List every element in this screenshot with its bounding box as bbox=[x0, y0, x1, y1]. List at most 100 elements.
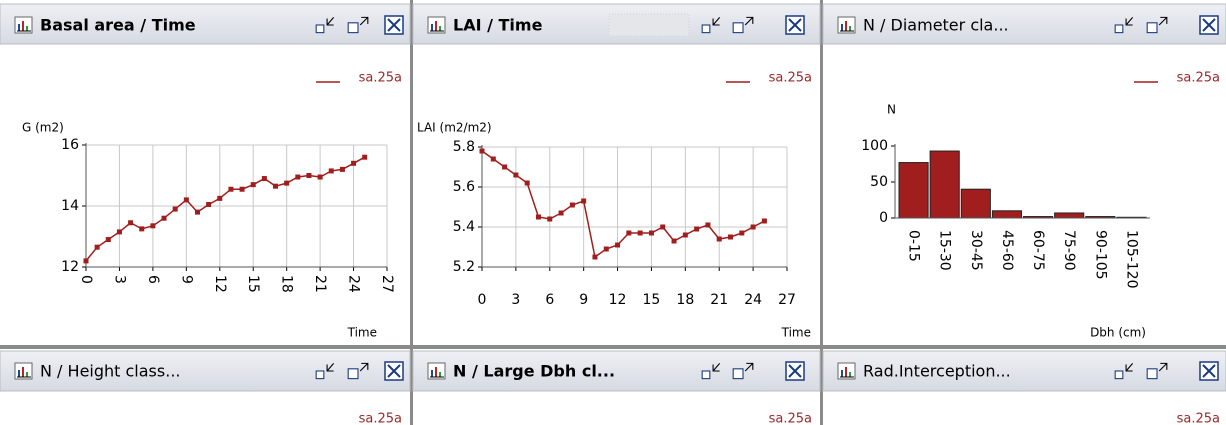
y-tick-label: 12 bbox=[61, 259, 79, 275]
data-point bbox=[116, 229, 122, 235]
panel-title: LAI / Time bbox=[453, 16, 543, 35]
close-button[interactable] bbox=[384, 15, 404, 35]
bar bbox=[929, 150, 960, 219]
x-tick-label: 27 bbox=[778, 292, 796, 308]
y-tick-label: 5.6 bbox=[453, 179, 475, 195]
chart-icon bbox=[837, 362, 856, 380]
y-tick-label: 16 bbox=[61, 137, 79, 153]
data-point bbox=[261, 176, 267, 182]
data-point bbox=[172, 206, 178, 212]
data-point bbox=[535, 214, 541, 220]
data-point bbox=[682, 232, 688, 238]
data-point bbox=[351, 160, 357, 166]
data-point bbox=[362, 154, 368, 160]
data-point bbox=[524, 180, 530, 186]
title-bar bbox=[412, 350, 821, 392]
data-point bbox=[490, 156, 496, 162]
data-point bbox=[603, 246, 609, 252]
data-point bbox=[273, 183, 279, 189]
y-axis-label: G (m2) bbox=[22, 121, 64, 135]
data-point bbox=[547, 216, 553, 222]
x-tick-label: 0 bbox=[78, 275, 94, 284]
y-axis-label: LAI (m2/m2) bbox=[417, 121, 492, 135]
panel-title: N / Large Dbh cl... bbox=[453, 362, 615, 381]
x-tick-label: 24 bbox=[346, 275, 362, 293]
data-point bbox=[581, 198, 587, 204]
bar bbox=[960, 188, 991, 219]
x-tick-label: 18 bbox=[279, 275, 295, 293]
data-point bbox=[295, 174, 301, 180]
x-tick-label: 9 bbox=[178, 275, 194, 284]
splitter bbox=[820, 0, 823, 425]
panel: N / Large Dbh cl... sa.25a bbox=[412, 350, 821, 425]
data-point bbox=[94, 244, 100, 250]
data-point bbox=[705, 222, 711, 228]
panel: Rad.Interception... sa.25a bbox=[822, 350, 1226, 425]
data-point bbox=[228, 186, 234, 192]
y-tick-label: 5.8 bbox=[453, 139, 475, 155]
data-point bbox=[284, 180, 290, 186]
close-button[interactable] bbox=[785, 361, 805, 381]
legend-label: sa.25a bbox=[1177, 412, 1220, 425]
close-button[interactable] bbox=[785, 15, 805, 35]
data-point bbox=[513, 172, 519, 178]
data-point bbox=[206, 201, 212, 207]
y-tick-label: 5.4 bbox=[453, 219, 475, 235]
x-tick-label: 9 bbox=[579, 292, 588, 308]
bar bbox=[898, 162, 929, 219]
panel: Basal area / Time sa.25a G (m2) Time 12 14 16… bbox=[0, 3, 411, 340]
data-point bbox=[615, 242, 621, 248]
data-point bbox=[339, 166, 345, 172]
y-tick-label: 0 bbox=[879, 210, 888, 226]
chart-icon bbox=[427, 16, 446, 34]
y-tick-label: 50 bbox=[870, 174, 888, 190]
x-tick-label: 12 bbox=[212, 275, 228, 293]
x-tick-label: 21 bbox=[710, 292, 728, 308]
data-point bbox=[728, 234, 734, 240]
bar bbox=[1054, 212, 1085, 219]
x-tick-label: 6 bbox=[545, 292, 554, 308]
data-point bbox=[328, 168, 334, 174]
data-point bbox=[128, 220, 134, 226]
data-point bbox=[250, 182, 256, 188]
data-point bbox=[592, 254, 598, 260]
title-bar bbox=[0, 3, 411, 45]
x-tick-label: 6 bbox=[145, 275, 161, 284]
x-tick-label: 12 bbox=[609, 292, 627, 308]
drag-area bbox=[608, 13, 690, 37]
x-axis-label: Time bbox=[781, 326, 811, 340]
title-bar bbox=[822, 350, 1226, 392]
close-button[interactable] bbox=[1199, 15, 1219, 35]
x-axis-label: Dbh (cm) bbox=[1090, 326, 1146, 340]
close-button[interactable] bbox=[384, 361, 404, 381]
x-tick-label: 45-60 bbox=[999, 230, 1015, 271]
y-axis-label: N bbox=[887, 103, 896, 117]
y-tick-label: 14 bbox=[61, 198, 79, 214]
data-point bbox=[626, 230, 632, 236]
legend-label: sa.25a bbox=[359, 71, 402, 86]
x-tick-label: 0-15 bbox=[906, 230, 922, 262]
data-point bbox=[739, 230, 745, 236]
chart-icon bbox=[14, 362, 33, 380]
panel-title: N / Diameter cla... bbox=[863, 16, 1009, 35]
close-button[interactable] bbox=[1199, 361, 1219, 381]
data-point bbox=[150, 223, 156, 229]
panel-title: Rad.Interception... bbox=[863, 362, 1011, 381]
x-tick-label: 60-75 bbox=[1030, 230, 1046, 271]
data-point bbox=[317, 174, 323, 180]
title-bar bbox=[0, 350, 411, 392]
data-point bbox=[306, 173, 312, 178]
data-point bbox=[648, 230, 654, 236]
x-tick-label: 0 bbox=[478, 292, 487, 308]
chart-icon bbox=[14, 16, 33, 34]
x-tick-label: 15 bbox=[245, 275, 261, 293]
data-point bbox=[558, 210, 564, 216]
data-point bbox=[139, 226, 145, 232]
bar bbox=[991, 210, 1022, 219]
panel: N / Diameter cla... sa.25a N Dbh (cm) 0 50 10… bbox=[822, 3, 1226, 340]
data-point bbox=[637, 230, 643, 236]
panel: LAI / Time sa.25a LAI (m2/m2) Time 5.2 5.4 5.… bbox=[412, 3, 821, 340]
data-point bbox=[183, 197, 189, 203]
legend-label: sa.25a bbox=[1177, 71, 1220, 86]
chart-icon bbox=[427, 362, 446, 380]
